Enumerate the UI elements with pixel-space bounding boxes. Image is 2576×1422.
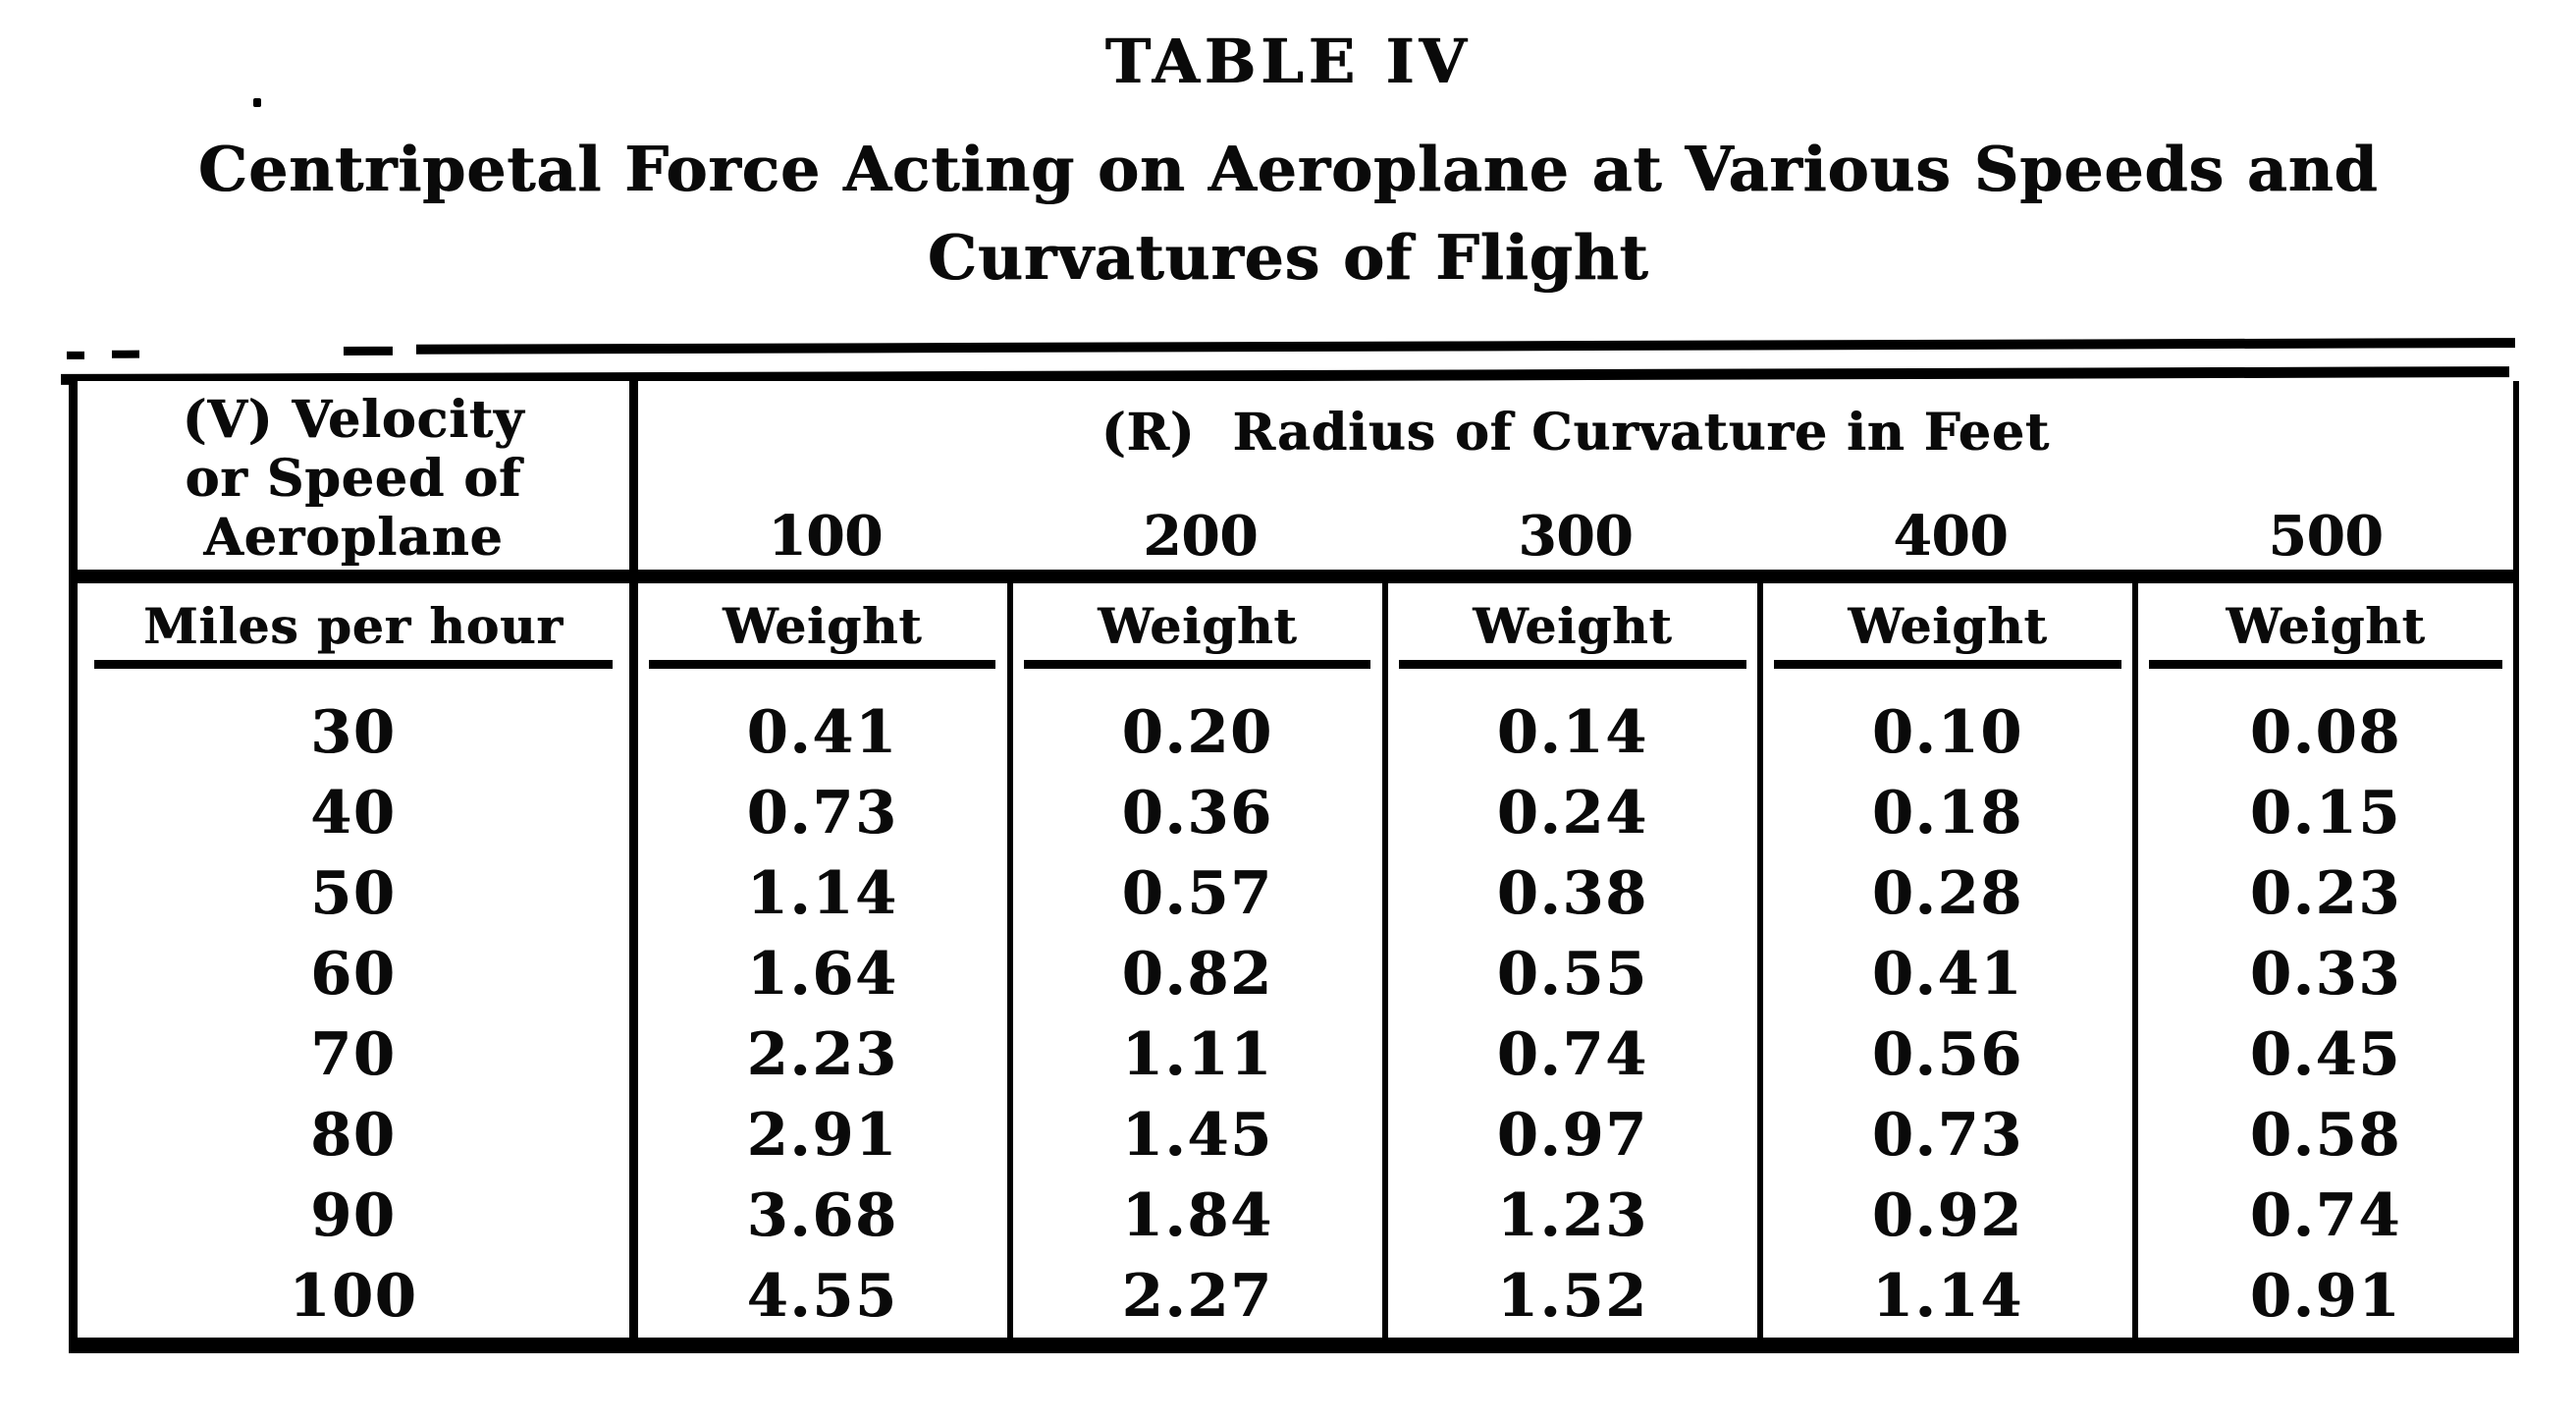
radius-value-100: 100 — [768, 504, 884, 569]
header-underline — [1774, 660, 2121, 669]
weight-column-r300: Weight 0.14 0.24 0.38 0.55 0.74 0.97 1.2… — [1388, 583, 1763, 1342]
weight-value: 1.14 — [1871, 1262, 2023, 1331]
speed-value: 70 — [310, 1020, 397, 1089]
weight-label: Weight — [1098, 597, 1298, 655]
weight-label: Weight — [723, 597, 923, 655]
weight-value: 0.41 — [746, 698, 898, 767]
weight-label: Weight — [1848, 597, 2048, 655]
caption-line-2: Curvatures of Flight — [927, 221, 1649, 294]
weight-value: 0.38 — [1496, 859, 1648, 928]
weight-value: 1.23 — [1496, 1181, 1648, 1250]
radius-value-200: 200 — [1143, 504, 1259, 569]
centripetal-force-table: (V) Velocity or Speed of Aeroplane (R) R… — [69, 381, 2519, 1353]
weight-column-header: Weight — [2138, 583, 2513, 692]
speed-column-header: Miles per hour — [78, 583, 629, 692]
weight-value: 1.14 — [746, 859, 898, 928]
weight-value: 0.91 — [2249, 1262, 2402, 1331]
weight-value: 0.73 — [1871, 1101, 2023, 1170]
header-divider-rule — [78, 570, 2513, 583]
weight-column-header: Weight — [1388, 583, 1757, 692]
weight-value: 0.10 — [1871, 698, 2023, 767]
weight-label: Weight — [2226, 597, 2426, 655]
caption-line-1: Centripetal Force Acting on Aeroplane at… — [197, 133, 2379, 205]
header-underline — [1023, 660, 1371, 669]
weight-column-r200: Weight 0.20 0.36 0.57 0.82 1.11 1.45 1.8… — [1013, 583, 1388, 1342]
weight-value: 1.11 — [1121, 1020, 1273, 1089]
weight-value: 0.24 — [1496, 779, 1648, 848]
velocity-header-line-3: Aeroplane — [203, 508, 504, 568]
speed-value: 100 — [289, 1262, 418, 1331]
weight-value: 0.55 — [1496, 940, 1648, 1009]
speed-unit-label: Miles per hour — [143, 597, 564, 655]
weight-value: 0.08 — [2249, 698, 2402, 767]
radius-value-400: 400 — [1893, 504, 2009, 569]
weight-value: 2.27 — [1121, 1262, 1273, 1331]
weight-value: 1.52 — [1496, 1262, 1648, 1331]
weight-value: 0.33 — [2249, 940, 2402, 1009]
weight-column-r100: Weight 0.41 0.73 1.14 1.64 2.23 2.91 3.6… — [638, 583, 1013, 1342]
weight-value: 0.56 — [1871, 1020, 2023, 1089]
speed-column: Miles per hour 30 40 50 60 70 80 90 100 — [78, 583, 638, 1342]
weight-value: 0.74 — [1496, 1020, 1648, 1089]
weight-value: 0.82 — [1121, 940, 1273, 1009]
rule-dash — [343, 346, 393, 356]
speed-value: 80 — [310, 1101, 397, 1170]
double-rule-upper — [415, 338, 2515, 355]
weight-value: 0.20 — [1121, 698, 1273, 767]
header-underline — [93, 660, 613, 669]
scan-speck — [253, 98, 261, 107]
radius-header-title: (R) Radius of Curvature in Feet — [1100, 403, 2050, 463]
velocity-header-line-2: or Speed of — [185, 449, 522, 509]
weight-value: 0.97 — [1496, 1101, 1648, 1170]
rule-dash — [66, 351, 84, 359]
weight-column-header: Weight — [638, 583, 1007, 692]
weight-value: 1.64 — [746, 940, 898, 1009]
weight-value: 0.15 — [2249, 779, 2402, 848]
weight-value: 0.41 — [1871, 940, 2023, 1009]
rule-dash — [111, 350, 139, 358]
weight-value: 0.23 — [2249, 859, 2402, 928]
weight-value: 2.23 — [746, 1020, 898, 1089]
speed-value: 40 — [310, 779, 397, 848]
weight-value: 0.18 — [1871, 779, 2023, 848]
speed-value: 30 — [310, 698, 397, 767]
weight-value: 2.91 — [746, 1101, 898, 1170]
radius-value-500: 500 — [2268, 504, 2384, 569]
radius-values-row: 100 200 300 400 500 — [638, 504, 2513, 569]
weight-value: 0.74 — [2249, 1181, 2402, 1250]
speed-value: 90 — [310, 1181, 397, 1250]
weight-value: 0.28 — [1871, 859, 2023, 928]
velocity-header-cell: (V) Velocity or Speed of Aeroplane — [78, 381, 638, 570]
header-underline — [2149, 660, 2502, 669]
speed-value: 60 — [310, 940, 397, 1009]
table-caption: Centripetal Force Acting on Aeroplane at… — [0, 125, 2576, 301]
weight-value: 0.57 — [1121, 859, 1273, 928]
speed-value: 50 — [310, 859, 397, 928]
radius-value-300: 300 — [1518, 504, 1634, 569]
page-title: TABLE IV — [1104, 26, 1472, 97]
header-underline — [1399, 660, 1746, 669]
velocity-header-line-1: (V) Velocity — [182, 390, 525, 450]
weight-value: 0.45 — [2249, 1020, 2402, 1089]
weight-value: 4.55 — [746, 1262, 898, 1331]
weight-value: 0.92 — [1871, 1181, 2023, 1250]
weight-value: 0.36 — [1121, 779, 1273, 848]
weight-value: 0.58 — [2249, 1101, 2402, 1170]
radius-header-cell: (R) Radius of Curvature in Feet 100 200 … — [638, 381, 2513, 570]
weight-label: Weight — [1473, 597, 1673, 655]
table-header-row: (V) Velocity or Speed of Aeroplane (R) R… — [78, 381, 2513, 570]
table-body: Miles per hour 30 40 50 60 70 80 90 100 … — [78, 583, 2513, 1342]
weight-value: 1.84 — [1121, 1181, 1273, 1250]
weight-column-header: Weight — [1013, 583, 1382, 692]
weight-value: 3.68 — [746, 1181, 898, 1250]
weight-column-r400: Weight 0.10 0.18 0.28 0.41 0.56 0.73 0.9… — [1763, 583, 2138, 1342]
weight-column-r500: Weight 0.08 0.15 0.23 0.33 0.45 0.58 0.7… — [2138, 583, 2513, 1342]
weight-value: 0.73 — [746, 779, 898, 848]
double-rule — [61, 336, 2515, 387]
weight-value: 0.14 — [1496, 698, 1648, 767]
header-underline — [648, 660, 996, 669]
weight-column-header: Weight — [1763, 583, 2132, 692]
weight-value: 1.45 — [1121, 1101, 1273, 1170]
